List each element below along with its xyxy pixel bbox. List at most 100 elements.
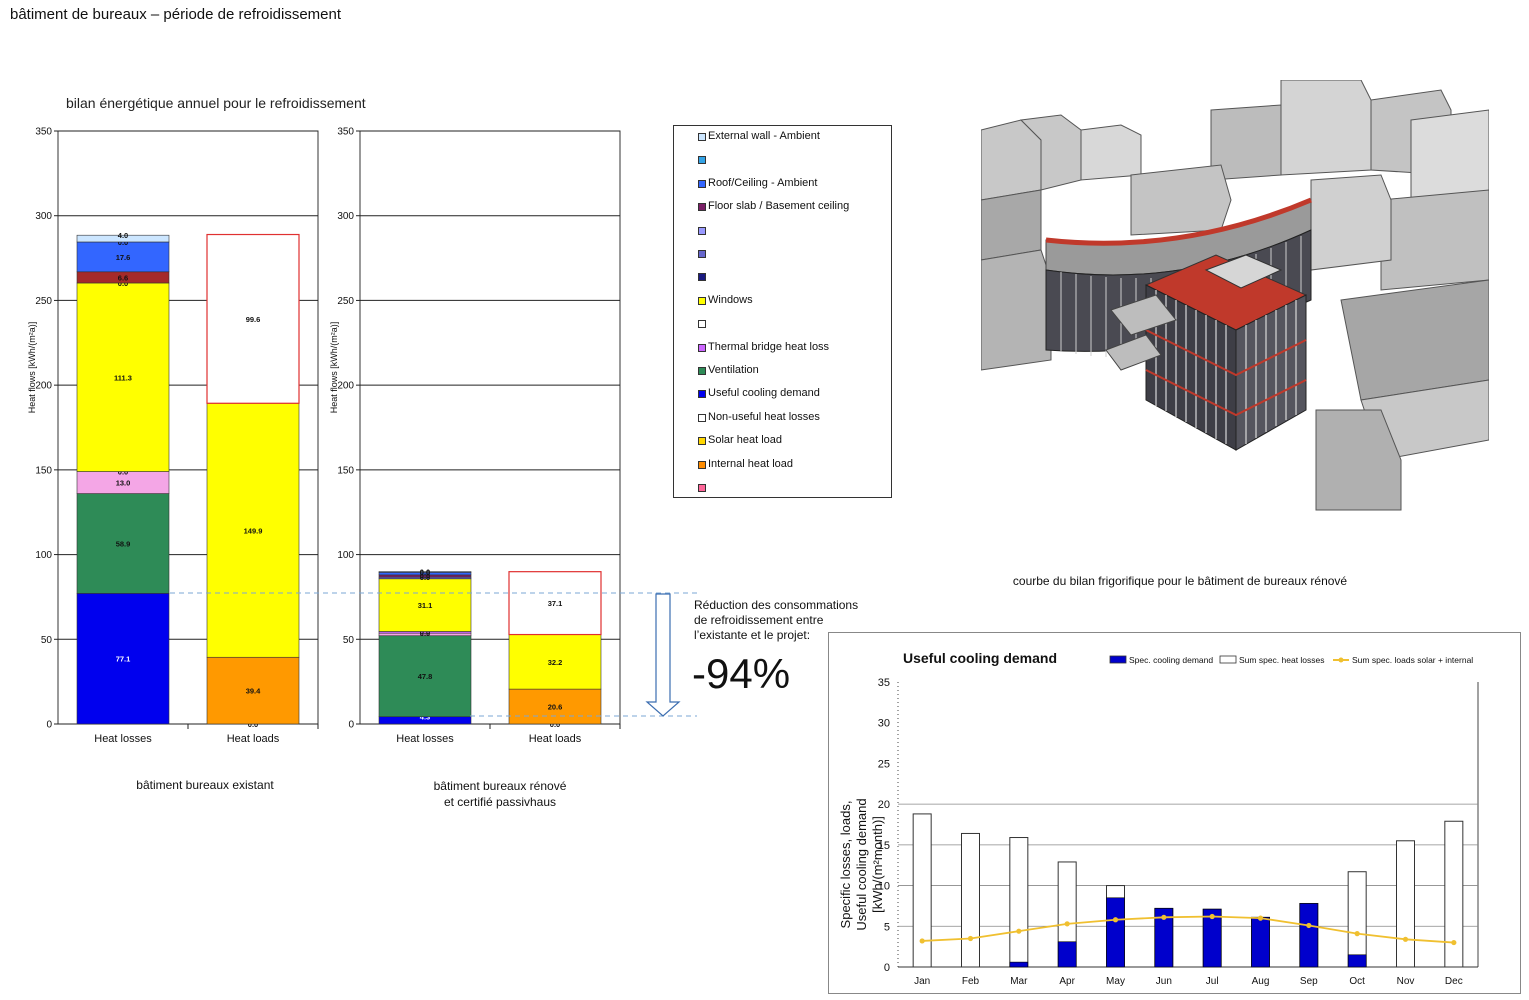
legend-swatch xyxy=(698,437,706,446)
legend-label: Ventilation xyxy=(708,364,759,376)
stack-segment xyxy=(76,593,170,725)
data-label: 0.0 xyxy=(420,573,430,582)
y-tick-label: 50 xyxy=(41,635,53,646)
x-tick-label: Oct xyxy=(1349,976,1365,987)
cooling-demand-bar xyxy=(1009,961,1029,968)
legend-label: Sum spec. heat losses xyxy=(1239,655,1325,665)
cooling-demand-bar xyxy=(1057,941,1077,968)
heat-loss-bar xyxy=(1444,820,1464,968)
chart-title: Useful cooling demand xyxy=(903,650,1057,666)
stack-segment xyxy=(508,571,602,636)
data-label: 13.0 xyxy=(116,479,131,488)
legend-label: External wall - Ambient xyxy=(708,130,820,142)
y-tick-label: 250 xyxy=(35,296,52,307)
legend-item: Floor slab / Basement ceiling xyxy=(698,200,850,213)
legend-swatch xyxy=(698,367,706,375)
legend-swatch xyxy=(698,413,706,422)
data-label: 4.0 xyxy=(118,231,128,240)
cooling-demand-bar xyxy=(1106,897,1125,968)
chart-legend: External wall - Ambient Roof/Ceiling - Am… xyxy=(673,125,892,498)
y-tick-label: 0 xyxy=(348,720,354,731)
data-label: 0.0 xyxy=(118,238,128,247)
caption-renovated-line2: et certifié passivhaus xyxy=(443,795,557,809)
legend-swatch xyxy=(1219,655,1237,664)
legend-item: Useful cooling demand xyxy=(698,387,820,399)
stack-segment xyxy=(378,635,472,718)
cooling-demand-bar xyxy=(1347,954,1367,968)
reduction-text-line1: Réduction des consommations xyxy=(694,598,859,612)
stack-segment xyxy=(206,402,300,658)
legend-swatch xyxy=(698,250,706,258)
legend-swatch xyxy=(698,484,706,492)
loads-line xyxy=(922,915,1454,944)
y-tick-label: 100 xyxy=(35,550,52,561)
y-tick-label: 25 xyxy=(878,758,890,770)
reduction-text-line3: l’existante et le projet: xyxy=(694,628,811,642)
monthly-chart-frame xyxy=(828,632,1521,994)
data-label: 0.0 xyxy=(420,627,430,636)
y-tick-label: 250 xyxy=(337,296,354,307)
legend-swatch xyxy=(698,273,706,282)
data-label: 99.6 xyxy=(246,315,261,324)
legend-item: Internal heat load xyxy=(698,457,794,470)
y-tick-label: 0 xyxy=(46,720,52,731)
caption-renovated-line1: bâtiment bureaux rénové xyxy=(433,779,567,793)
stack-segment xyxy=(76,241,170,273)
data-label: 39.4 xyxy=(246,687,261,696)
legend-swatch xyxy=(698,390,706,399)
legend-item: Windows xyxy=(698,294,753,306)
caption-renovated-building: bâtiment bureaux rénové et certifié pass… xyxy=(380,778,620,810)
y-tick-label: 150 xyxy=(35,465,52,476)
y-tick-label: 350 xyxy=(35,127,52,138)
legend-swatch xyxy=(698,460,706,469)
stack-segment xyxy=(508,634,602,690)
data-label: 47.8 xyxy=(418,672,433,681)
page-title: bâtiment de bureaux – période de refroid… xyxy=(10,6,342,23)
data-label: 31.1 xyxy=(418,601,433,610)
caption-cooling-curve: courbe du bilan frigorifique pour le bât… xyxy=(1012,574,1348,588)
data-label: 17.6 xyxy=(116,253,131,262)
legend-item: Ventilation xyxy=(698,364,759,376)
cooling-demand-bar xyxy=(1154,908,1174,968)
data-label: 0.0 xyxy=(550,720,560,729)
heat-loss-bar xyxy=(912,813,932,968)
loads-marker xyxy=(1209,913,1215,920)
chart-existing-building: 0 50 100 150 200 250 300 350 Heat flows [kWh/(m²… xyxy=(27,127,319,745)
reduction-value: -94% xyxy=(692,650,791,697)
loads-marker xyxy=(1402,936,1409,942)
legend-swatch xyxy=(698,343,706,352)
legend-swatch xyxy=(698,226,706,235)
legend-label: Roof/Ceiling - Ambient xyxy=(708,176,818,189)
legend-label: Internal heat load xyxy=(708,457,794,470)
data-label: 77.1 xyxy=(116,655,131,664)
loads-marker xyxy=(1064,921,1070,927)
y-tick-label: 50 xyxy=(343,635,355,646)
y-tick-label: 30 xyxy=(878,718,890,730)
loads-marker xyxy=(919,938,925,944)
reduction-text: Réduction des consommations de refroidis… xyxy=(694,598,874,643)
y-axis-label: Heat flows [kWh/(m²a)] xyxy=(27,322,37,414)
legend-swatch xyxy=(698,179,706,188)
heat-loss-bar xyxy=(1347,871,1367,968)
data-label: 37.1 xyxy=(548,599,563,608)
y-axis-label: [kWh/(m²month)] xyxy=(870,816,885,913)
x-tick-label: Jul xyxy=(1206,976,1219,987)
legend-item: Thermal bridge heat loss xyxy=(698,341,829,353)
data-label: 149.9 xyxy=(244,526,263,535)
y-tick-label: 100 xyxy=(337,550,354,561)
legend-label: Floor slab / Basement ceiling xyxy=(708,200,850,213)
loads-marker xyxy=(1306,922,1312,929)
y-tick-label: 35 xyxy=(878,677,890,689)
section-title: bilan énergétique annuel pour le refroid… xyxy=(66,95,366,111)
chart-renovated-building: 0 50 100 150 200 250 300 350 Heat flows [kWh/(m²… xyxy=(329,127,621,745)
reduction-text-line2: de refroidissement entre xyxy=(694,613,824,627)
data-label: 111.3 xyxy=(114,373,132,382)
chart-monthly-cooling-demand: Useful cooling demand Spec. cooling deman… xyxy=(838,650,1479,987)
legend-item: Roof/Ceiling - Ambient xyxy=(698,176,818,189)
x-tick-label: Feb xyxy=(962,976,980,987)
cooling-demand-bar xyxy=(1251,917,1270,968)
cooling-demand-bar xyxy=(1299,903,1319,968)
heat-loss-bar xyxy=(1009,837,1029,968)
y-tick-label: 200 xyxy=(35,381,52,392)
